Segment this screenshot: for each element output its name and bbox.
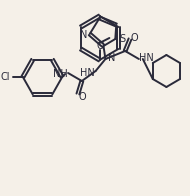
Text: NH: NH (53, 69, 68, 79)
Text: HN: HN (80, 68, 95, 78)
Text: Cl: Cl (0, 72, 10, 82)
Text: HN: HN (139, 53, 154, 63)
Text: O: O (78, 92, 86, 102)
Text: O: O (130, 33, 138, 43)
Text: O: O (97, 41, 104, 51)
Text: N: N (80, 30, 88, 40)
Text: N: N (108, 53, 115, 63)
Text: S: S (119, 34, 125, 44)
